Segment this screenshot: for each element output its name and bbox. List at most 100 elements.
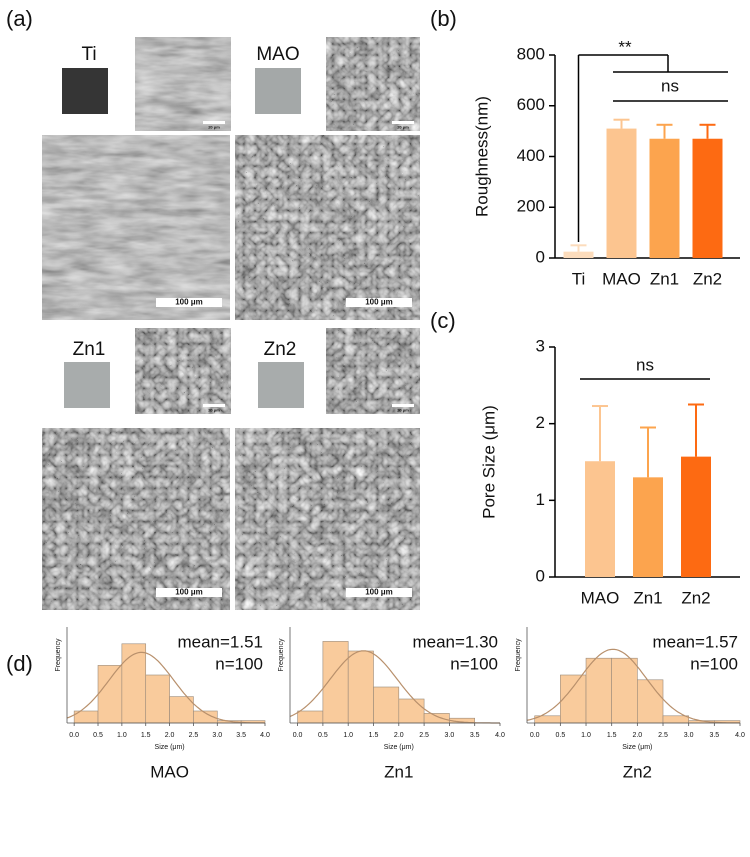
scale-bar xyxy=(156,588,222,597)
x-tick-label: MAO xyxy=(581,588,620,607)
scale-bar-label: 100 μm xyxy=(175,298,203,307)
annotation: mean=1.57 xyxy=(652,632,738,651)
y-tick-label: 800 xyxy=(517,44,545,63)
x-tick-label: 1.5 xyxy=(369,732,379,739)
histogram-bar xyxy=(145,674,170,724)
scale-bar-label: 20 μm xyxy=(397,125,409,130)
histogram-title: MAO xyxy=(150,762,189,781)
x-tick-label: 0.5 xyxy=(93,732,103,739)
histogram-bar xyxy=(347,650,374,724)
y-tick-label: 0 xyxy=(536,566,545,585)
sem-image-texture xyxy=(326,328,420,414)
fit-curve xyxy=(526,648,740,724)
x-tick-label: 0.5 xyxy=(318,732,328,739)
bar xyxy=(692,138,723,258)
x-tick-label: 1.5 xyxy=(607,732,617,739)
y-tick-label: 2 xyxy=(536,413,545,432)
x-tick-label: 3.0 xyxy=(212,732,222,739)
histogram-bar xyxy=(121,643,147,724)
significance-label: ns xyxy=(661,76,679,95)
bar xyxy=(681,456,711,577)
scale-bar xyxy=(346,298,412,307)
scale-bar xyxy=(392,121,414,124)
x-tick-label: Ti xyxy=(572,269,586,288)
scale-bar-label: 20 μm xyxy=(397,408,409,413)
scale-bar-label: 20 μm xyxy=(208,125,220,130)
histogram-title: Zn1 xyxy=(384,762,413,781)
bar xyxy=(585,461,615,577)
y-axis-label: Frequency xyxy=(55,638,62,672)
histogram-bar xyxy=(611,657,638,724)
sample-label: Ti xyxy=(81,44,96,65)
y-axis-label: Pore Size (μm) xyxy=(479,405,498,519)
x-tick-label: 2.5 xyxy=(189,732,199,739)
sem-image-texture xyxy=(235,135,420,320)
fit-curve xyxy=(289,650,500,724)
x-tick-label: Zn1 xyxy=(650,269,679,288)
x-tick-label: Zn2 xyxy=(693,269,722,288)
bar xyxy=(606,128,637,258)
significance-label: ns xyxy=(636,355,654,374)
annotation: n=100 xyxy=(690,654,738,673)
panel-label: (a) xyxy=(6,6,33,31)
x-tick-label: 0.5 xyxy=(555,732,565,739)
y-tick-label: 600 xyxy=(517,95,545,114)
sample-label: Zn1 xyxy=(73,339,106,360)
scale-bar xyxy=(203,404,225,407)
panel-a: (a) Ti MAO Zn1 Zn2 20 μm 20 μm 100 μm 100 μ… xyxy=(6,6,420,610)
sem-image-texture xyxy=(326,37,420,131)
sample-photo xyxy=(62,68,108,114)
histogram-bar xyxy=(297,710,324,724)
x-tick-label: 4.0 xyxy=(735,732,745,739)
annotation: mean=1.30 xyxy=(412,632,498,651)
x-axis-label: Size (μm) xyxy=(384,744,414,751)
sem-image-texture xyxy=(42,428,230,610)
x-tick-label: Zn1 xyxy=(633,588,662,607)
histogram-bar xyxy=(398,698,425,724)
x-tick-label: 3.0 xyxy=(445,732,455,739)
y-tick-label: 200 xyxy=(517,197,545,216)
x-axis-label: Size (μm) xyxy=(622,744,652,751)
y-axis-label: Roughness(nm) xyxy=(472,96,491,217)
scale-bar-label: 100 μm xyxy=(175,588,203,597)
histogram-bar xyxy=(322,641,349,724)
panel-label: (d) xyxy=(6,651,33,676)
scale-bar-label: 100 μm xyxy=(365,588,393,597)
x-tick-label: 0.0 xyxy=(69,732,79,739)
sem-image-texture xyxy=(235,428,420,610)
sem-image-texture xyxy=(135,328,231,414)
x-tick-label: 4.0 xyxy=(260,732,270,739)
x-tick-label: 1.0 xyxy=(117,732,127,739)
bar xyxy=(633,477,663,577)
histogram-bar xyxy=(373,686,400,724)
scale-bar xyxy=(392,404,414,407)
scale-bar xyxy=(346,588,412,597)
x-tick-label: 3.5 xyxy=(236,732,246,739)
x-tick-label: 0.0 xyxy=(293,732,303,739)
sample-label: Zn2 xyxy=(264,339,297,360)
significance-label: ** xyxy=(618,37,632,56)
y-tick-label: 400 xyxy=(517,146,545,165)
y-tick-label: 3 xyxy=(536,336,545,355)
panel-label: (c) xyxy=(430,308,456,333)
annotation: n=100 xyxy=(215,654,263,673)
x-axis-label: Size (μm) xyxy=(155,744,185,751)
histogram-title: Zn2 xyxy=(623,762,652,781)
sem-image-texture xyxy=(42,135,230,320)
sample-photo xyxy=(255,68,301,114)
x-tick-label: 3.0 xyxy=(684,732,694,739)
bar xyxy=(649,138,680,258)
x-tick-label: 1.5 xyxy=(141,732,151,739)
x-tick-label: 0.0 xyxy=(530,732,540,739)
sample-photo xyxy=(64,362,110,408)
x-tick-label: 1.0 xyxy=(343,732,353,739)
sample-photo xyxy=(258,362,304,408)
x-tick-label: 3.5 xyxy=(709,732,719,739)
x-tick-label: 4.0 xyxy=(495,732,505,739)
histogram-bar xyxy=(560,674,587,724)
scale-bar xyxy=(203,121,225,124)
scale-bar-label: 20 μm xyxy=(208,408,220,413)
fit-curve xyxy=(66,651,266,724)
scale-bar-label: 100 μm xyxy=(365,298,393,307)
